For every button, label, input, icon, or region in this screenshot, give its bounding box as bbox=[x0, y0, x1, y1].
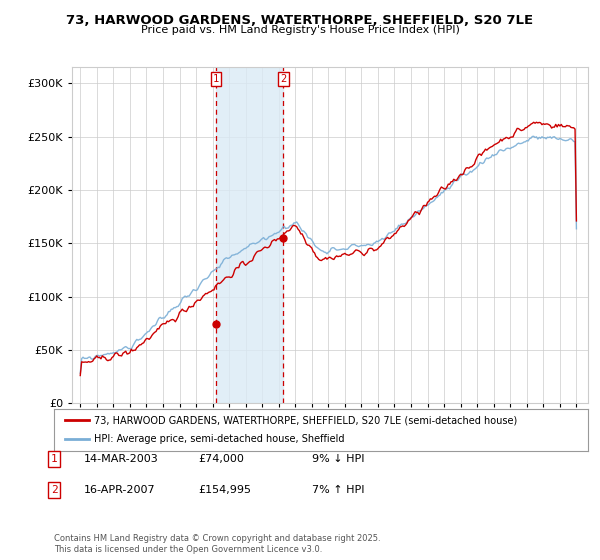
Text: 2: 2 bbox=[50, 485, 58, 495]
Bar bbox=[216, 67, 283, 403]
Text: 2: 2 bbox=[280, 74, 286, 84]
Text: Price paid vs. HM Land Registry's House Price Index (HPI): Price paid vs. HM Land Registry's House … bbox=[140, 25, 460, 35]
Text: 73, HARWOOD GARDENS, WATERTHORPE, SHEFFIELD, S20 7LE (semi-detached house): 73, HARWOOD GARDENS, WATERTHORPE, SHEFFI… bbox=[94, 415, 517, 425]
Text: 7% ↑ HPI: 7% ↑ HPI bbox=[312, 485, 365, 495]
Text: 1: 1 bbox=[213, 74, 219, 84]
Text: £154,995: £154,995 bbox=[198, 485, 251, 495]
Text: HPI: Average price, semi-detached house, Sheffield: HPI: Average price, semi-detached house,… bbox=[94, 435, 344, 445]
Text: 9% ↓ HPI: 9% ↓ HPI bbox=[312, 454, 365, 464]
Text: Contains HM Land Registry data © Crown copyright and database right 2025.
This d: Contains HM Land Registry data © Crown c… bbox=[54, 534, 380, 554]
Text: 16-APR-2007: 16-APR-2007 bbox=[84, 485, 155, 495]
Text: £74,000: £74,000 bbox=[198, 454, 244, 464]
Text: 14-MAR-2003: 14-MAR-2003 bbox=[84, 454, 159, 464]
Text: 1: 1 bbox=[50, 454, 58, 464]
Text: 73, HARWOOD GARDENS, WATERTHORPE, SHEFFIELD, S20 7LE: 73, HARWOOD GARDENS, WATERTHORPE, SHEFFI… bbox=[67, 14, 533, 27]
